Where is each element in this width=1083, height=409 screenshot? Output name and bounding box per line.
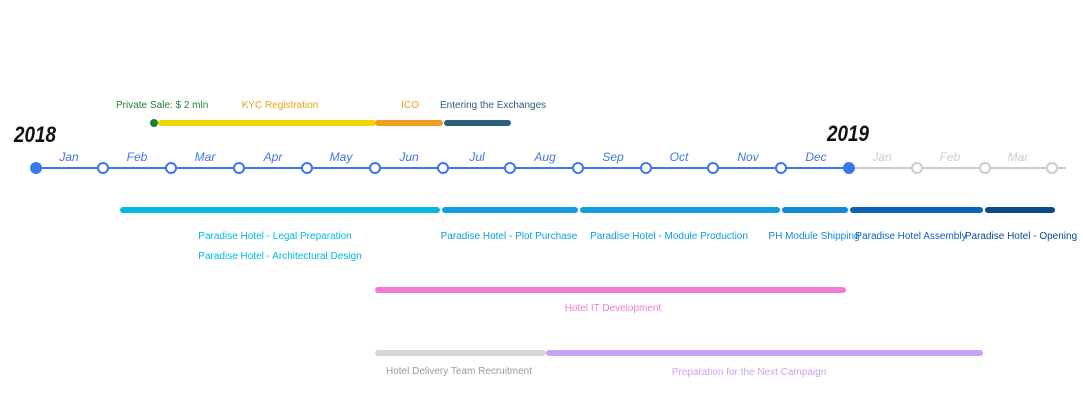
exchanges-label: Entering the Exchanges — [440, 100, 546, 111]
legal-preparation-label: Paradise Hotel - Legal Preparation — [198, 231, 351, 242]
month-label-feb-2018: Feb — [127, 150, 148, 164]
it-development-label: Hotel IT Development — [565, 303, 662, 314]
delivery-team-recruitment-label: Hotel Delivery Team Recruitment — [386, 366, 532, 377]
month-label-apr-2018: Apr — [263, 150, 284, 164]
next-campaign-label: Preparation for the Next Campaign — [672, 367, 827, 378]
month-label-jan-2018: Jan — [58, 150, 79, 164]
plot-purchase-label: Paradise Hotel - Plot Purchase — [441, 231, 578, 242]
private-sale-label: Private Sale: $ 2 mln — [116, 100, 208, 111]
month-label-sep-2018: Sep — [602, 150, 624, 164]
year-node-2018 — [30, 162, 42, 174]
private-sale-bar — [150, 119, 158, 127]
kyc-registration-label: KYC Registration — [242, 100, 319, 111]
month-node — [301, 162, 313, 174]
month-node — [911, 162, 923, 174]
month-node — [640, 162, 652, 174]
year-label-start: 2018 — [13, 122, 57, 147]
month-label-mar-2018: Mar — [195, 150, 217, 164]
year-label-end: 2019 — [826, 121, 870, 146]
month-label-oct-2018: Oct — [670, 150, 689, 164]
month-node — [775, 162, 787, 174]
month-label-may-2018: May — [330, 150, 354, 164]
hotel-assembly-label: Paradise Hotel Assembly — [855, 231, 966, 242]
month-label-dec-2018: Dec — [805, 150, 826, 164]
month-node — [979, 162, 991, 174]
month-node — [165, 162, 177, 174]
month-node — [707, 162, 719, 174]
month-label-aug-2018: Aug — [533, 150, 556, 164]
month-node — [1046, 162, 1058, 174]
architectural-design-label: Paradise Hotel - Architectural Design — [198, 251, 361, 262]
month-label-mar-2019: Mar — [1008, 150, 1030, 164]
month-label-nov-2018: Nov — [737, 150, 759, 164]
hotel-opening-label: Paradise Hotel - Opening — [965, 231, 1077, 242]
month-label-jan-2019: Jan — [871, 150, 892, 164]
month-node — [97, 162, 109, 174]
month-label-jun-2018: Jun — [398, 150, 419, 164]
module-shipping-label: PH Module Shipping — [768, 231, 859, 242]
year-node-2019 — [843, 162, 855, 174]
month-label-jul-2018: Jul — [468, 150, 485, 164]
month-node — [369, 162, 381, 174]
month-label-feb-2019: Feb — [940, 150, 961, 164]
month-node — [437, 162, 449, 174]
module-production-label: Paradise Hotel - Module Production — [590, 231, 748, 242]
month-node — [233, 162, 245, 174]
month-node — [572, 162, 584, 174]
ico-label: ICO — [401, 100, 419, 111]
month-node — [504, 162, 516, 174]
